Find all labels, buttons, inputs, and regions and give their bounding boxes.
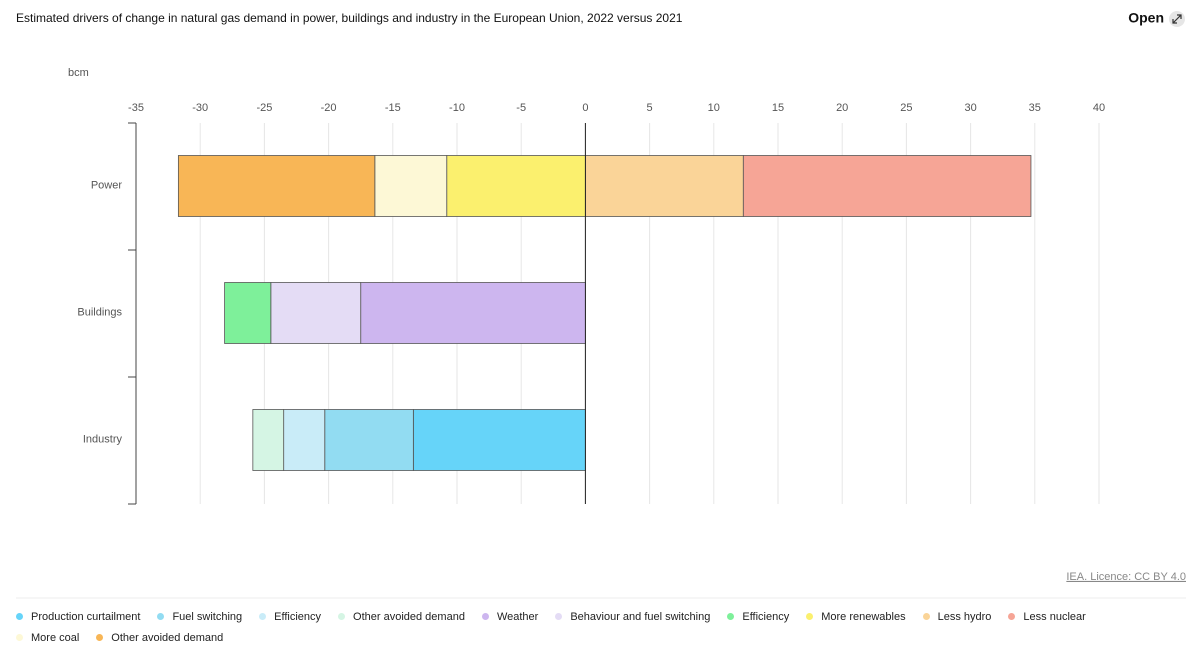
bar-segment [585, 155, 744, 217]
x-tick-label: -10 [449, 102, 465, 114]
legend-swatch [259, 613, 267, 620]
x-tick-label: 25 [900, 102, 912, 114]
x-tick-label: -30 [192, 102, 208, 114]
legend-label: Weather [496, 610, 539, 623]
bar-segment [177, 155, 376, 217]
bar-segment [252, 409, 285, 471]
x-tick-label: 20 [836, 102, 848, 114]
legend-swatch [922, 613, 930, 620]
x-tick-label: 30 [964, 102, 976, 114]
x-tick-label: -35 [128, 102, 144, 114]
unit-label: bcm [68, 67, 89, 79]
legend-item[interactable]: Production curtailment [16, 609, 140, 624]
bar-segment [283, 409, 326, 471]
legend-swatch [96, 634, 104, 641]
x-tick-label: -5 [516, 102, 526, 114]
legend-swatch [481, 613, 489, 620]
bar-segment [224, 282, 272, 344]
legend-label: More renewables [821, 610, 906, 623]
legend-label: Behaviour and fuel switching [570, 610, 711, 623]
y-tick-label: Buildings [77, 306, 122, 318]
legend-item[interactable]: More renewables [806, 609, 906, 624]
legend-label: Other avoided demand [111, 631, 224, 644]
legend-swatch [338, 613, 346, 620]
legend-swatch [16, 634, 23, 641]
legend-label: Efficiency [742, 610, 790, 623]
bar-segment [360, 282, 586, 344]
y-tick-label: Power [91, 179, 123, 191]
x-tick-label: -20 [321, 102, 337, 114]
x-tick-label: -25 [256, 102, 272, 114]
legend-item[interactable]: Less hydro [922, 609, 992, 624]
legend-item[interactable]: Other avoided demand [338, 609, 465, 624]
x-tick-label: 0 [582, 102, 588, 114]
open-button[interactable]: Open [1128, 10, 1164, 26]
bar-segment [324, 409, 414, 471]
chart: Estimated drivers of change in natural g… [16, 10, 1186, 599]
legend-item[interactable]: Efficiency [259, 609, 321, 624]
x-tick-label: -15 [385, 102, 401, 114]
chart-title: Estimated drivers of change in natural g… [16, 11, 683, 25]
legend-label: Less hydro [937, 610, 992, 623]
bar-segment [742, 155, 1032, 217]
x-tick-label: 10 [708, 102, 720, 114]
bar-segment [374, 155, 448, 217]
legend-label: More coal [31, 631, 80, 644]
legend-item[interactable]: More coal [16, 630, 79, 645]
y-tick-label: Industry [83, 433, 123, 445]
legend-swatch [806, 613, 814, 620]
legend-label: Production curtailment [31, 610, 141, 623]
bar-segment [446, 155, 586, 217]
bar-segment [270, 282, 362, 344]
x-tick-label: 40 [1093, 102, 1105, 114]
legend-item[interactable]: Weather [481, 609, 539, 624]
legend-swatch [157, 613, 165, 620]
x-tick-label: 15 [772, 102, 784, 114]
legend-swatch [727, 613, 735, 620]
source-link[interactable]: IEA. Licence: CC BY 4.0 [1066, 571, 1186, 583]
legend-item[interactable]: Fuel switching [157, 609, 242, 624]
legend-item[interactable]: Efficiency [727, 609, 789, 624]
open-icon-arrow [1172, 14, 1182, 24]
x-tick-label: 35 [1029, 102, 1041, 114]
legend-item[interactable]: Less nuclear [1008, 609, 1086, 624]
legend-swatch [16, 613, 23, 620]
legend-label: Efficiency [274, 610, 322, 623]
x-tick-label: 5 [647, 102, 653, 114]
legend: Production curtailment Fuel switching Effi… [16, 609, 1156, 645]
legend-label: Less nuclear [1023, 610, 1086, 623]
legend-item[interactable]: Behaviour and fuel switching [555, 609, 710, 624]
legend-label: Fuel switching [172, 610, 243, 623]
legend-item[interactable]: Other avoided demand [96, 630, 223, 645]
legend-label: Other avoided demand [353, 610, 465, 623]
legend-swatch [555, 613, 563, 620]
bar-segment [412, 409, 586, 471]
legend-swatch [1008, 613, 1016, 620]
